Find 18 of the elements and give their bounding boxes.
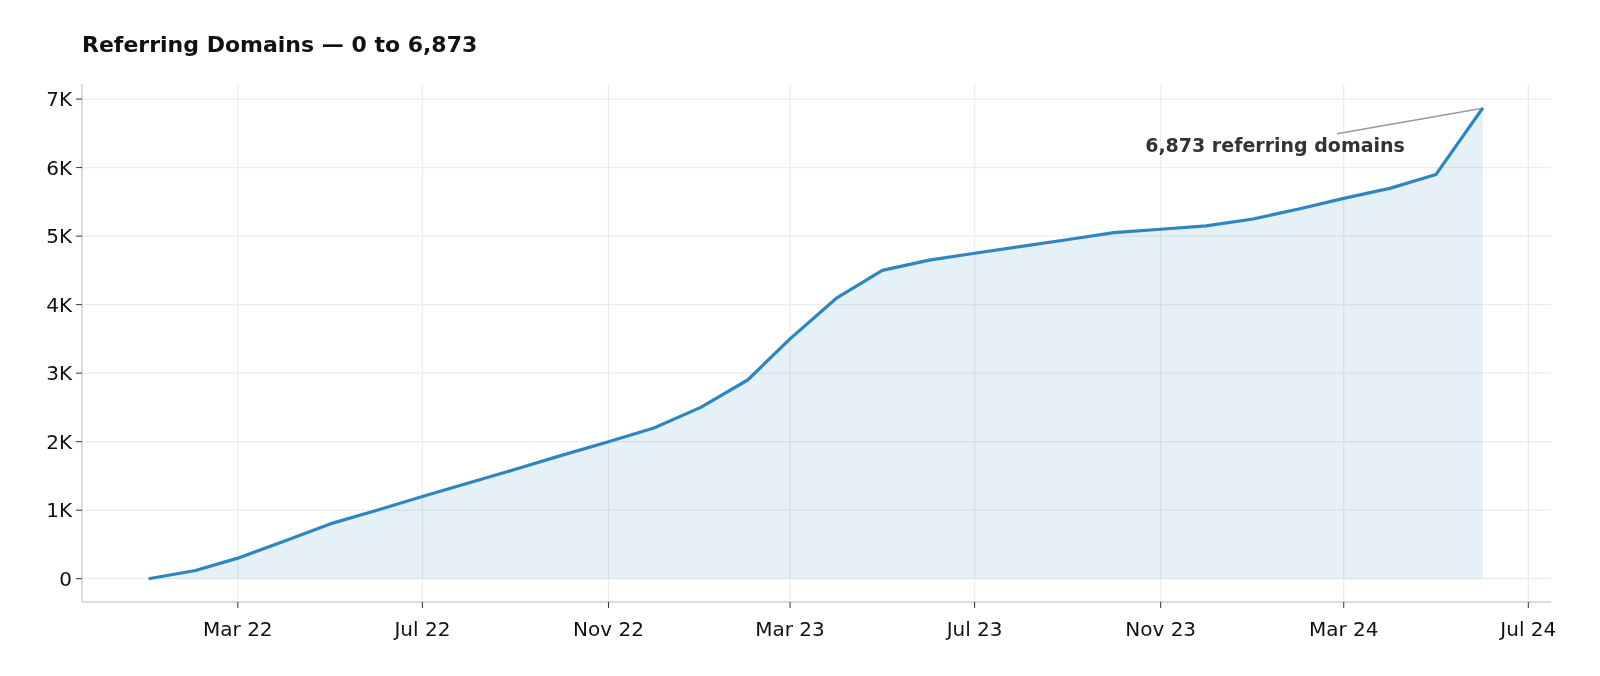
x-tick-label: Mar 23 (755, 617, 825, 641)
y-tick-label: 7K (46, 87, 73, 112)
x-tick-label: Mar 22 (203, 617, 273, 641)
x-tick-label: Jul 23 (944, 617, 1003, 641)
y-tick-label: 1K (46, 498, 73, 523)
x-tick-label: Nov 22 (573, 617, 644, 641)
chart-title: Referring Domains — 0 to 6,873 (82, 32, 478, 57)
y-tick-label: 2K (46, 429, 73, 454)
x-tick-label: Jul 24 (1498, 617, 1557, 641)
y-tick-label: 3K (46, 361, 73, 386)
y-tick-label: 5K (46, 224, 73, 249)
y-tick-label: 6K (46, 155, 73, 180)
x-tick-label: Nov 23 (1125, 617, 1197, 641)
y-tick-label: 4K (46, 292, 73, 317)
y-tick-label: 0 (59, 566, 72, 591)
x-tick-label: Mar 24 (1308, 617, 1379, 641)
x-tick-label: Jul 22 (392, 617, 451, 641)
annotation: 6,873 referring domains (1145, 133, 1405, 156)
